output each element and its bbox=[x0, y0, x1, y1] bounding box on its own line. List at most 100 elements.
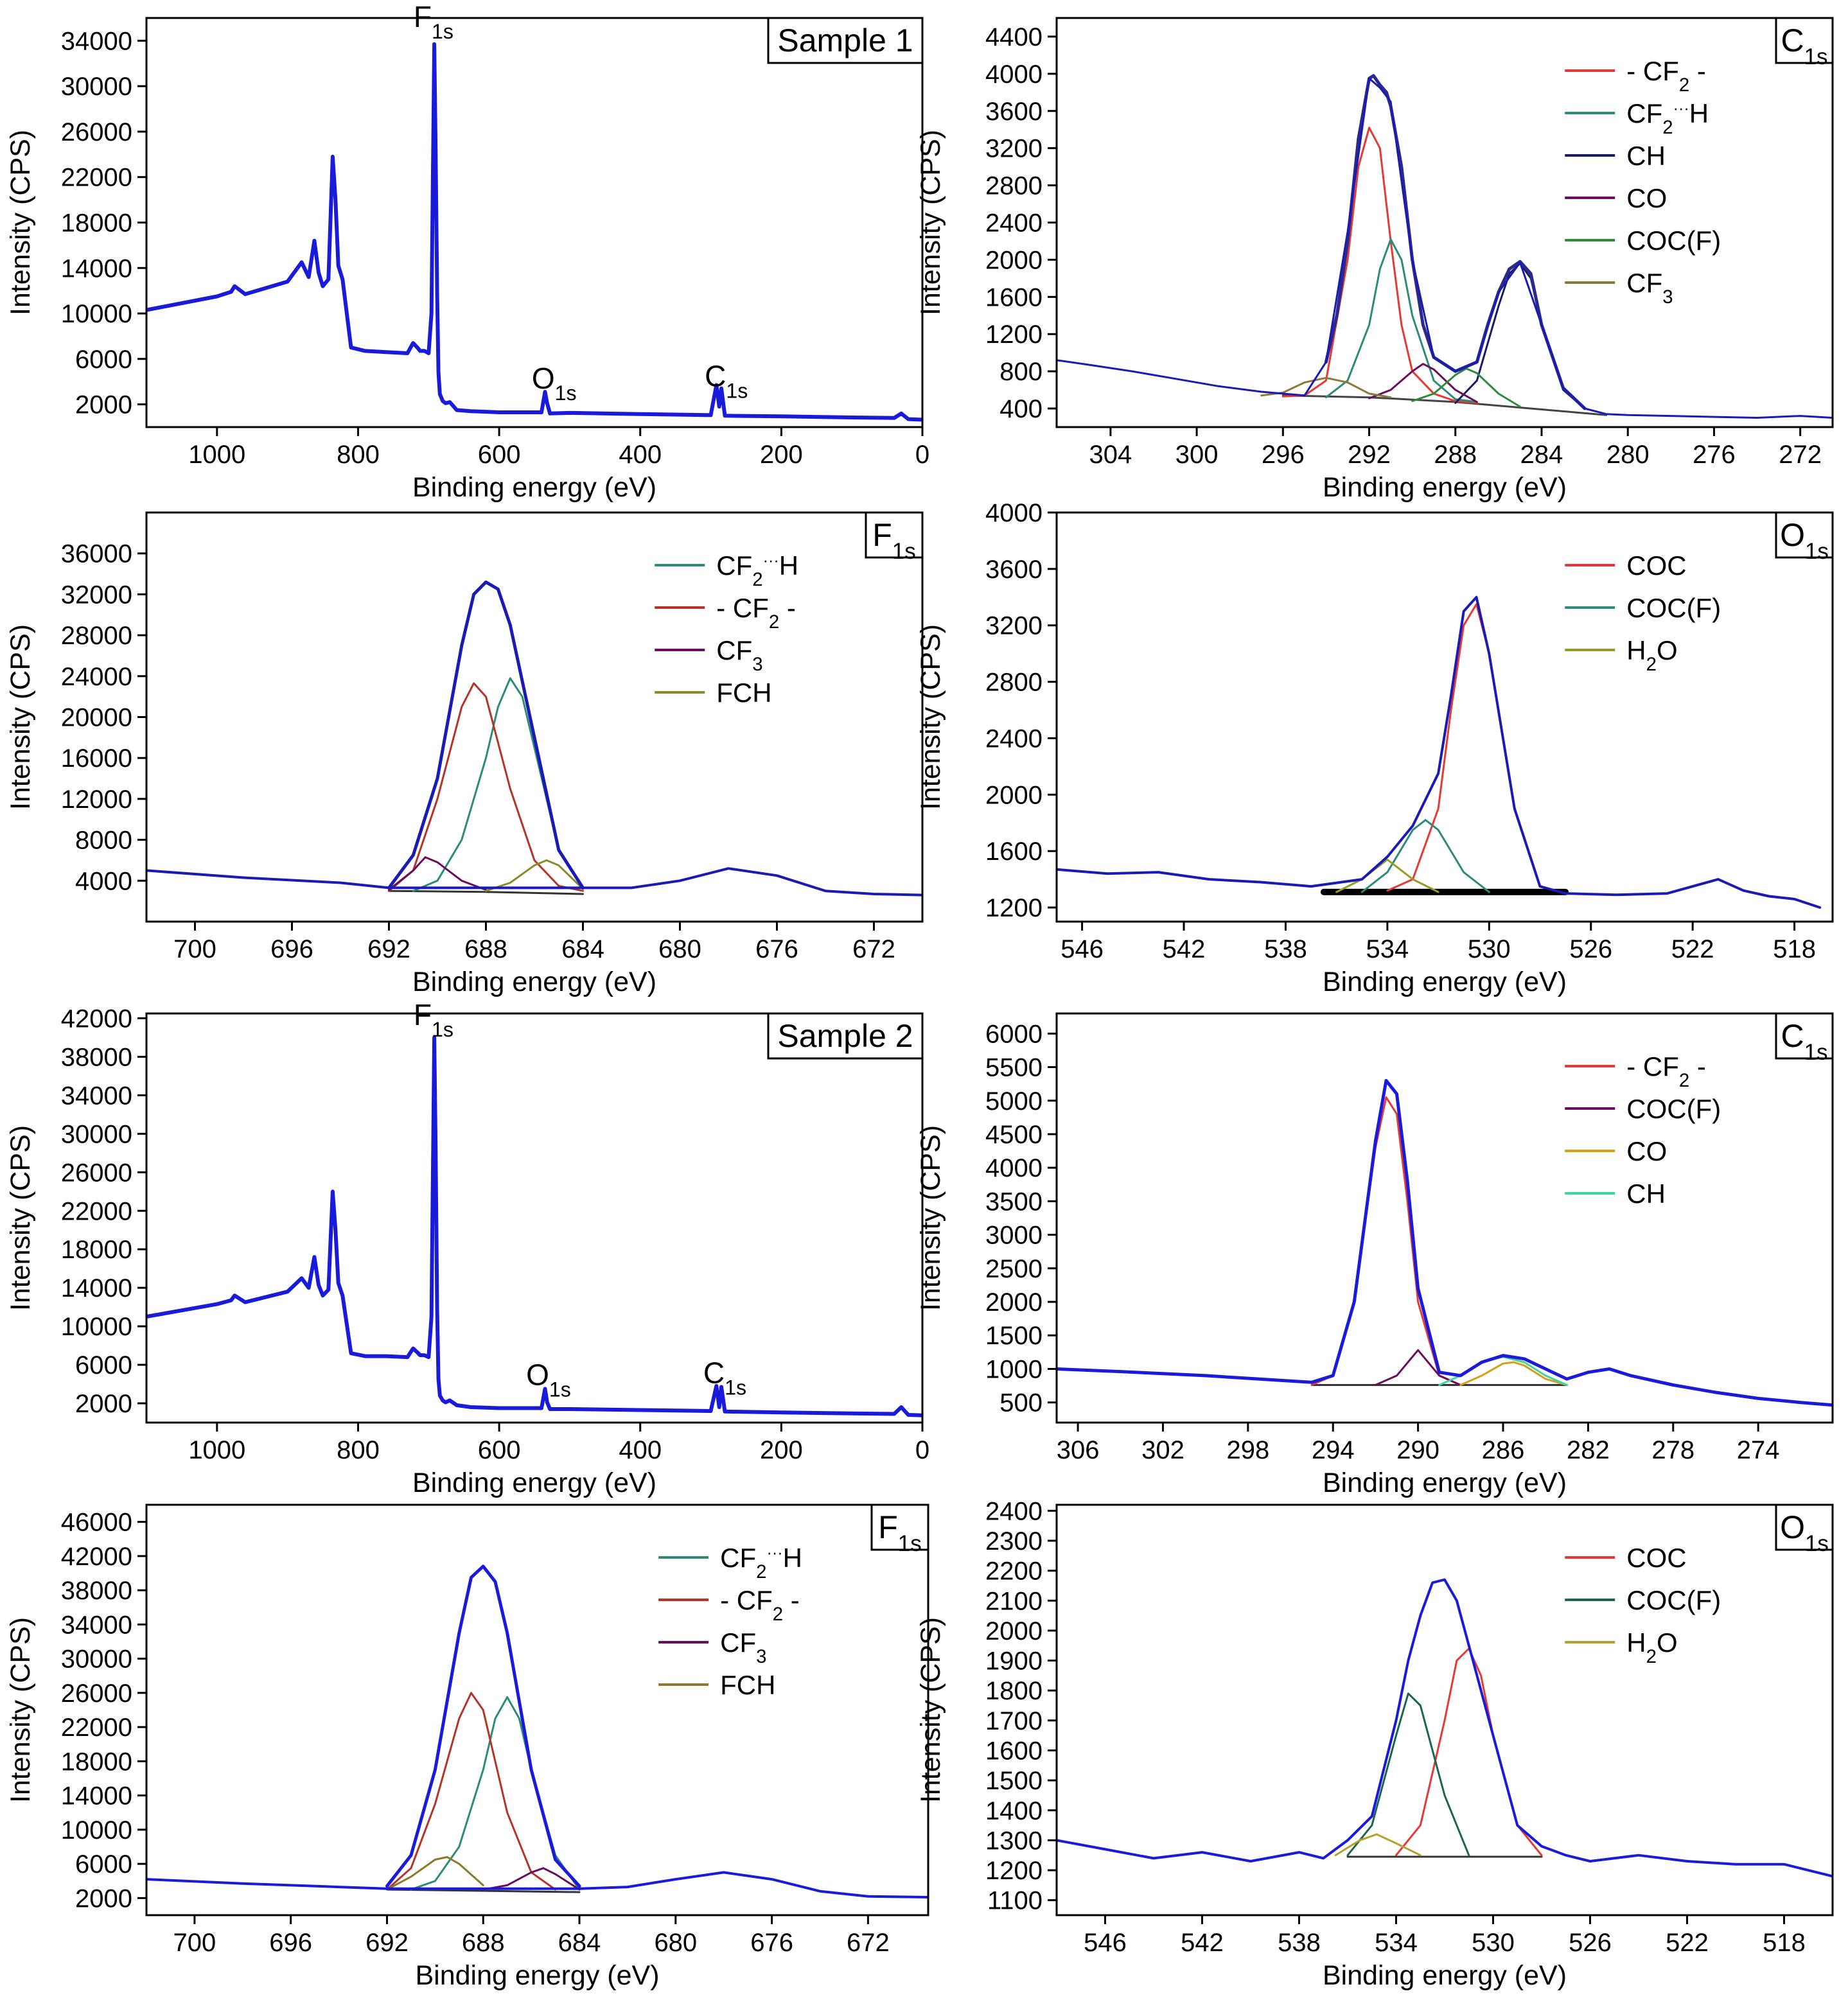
series-line-CF2 bbox=[1310, 1096, 1462, 1386]
legend-label: CO bbox=[1626, 183, 1667, 213]
y-tick-label: 8000 bbox=[75, 827, 132, 855]
series-line-FCH bbox=[485, 859, 584, 892]
y-tick-label: 1200 bbox=[985, 1857, 1043, 1885]
plot-area bbox=[146, 1565, 928, 1898]
y-tick-label: 1700 bbox=[985, 1707, 1043, 1735]
x-axis-label: Binding energy (eV) bbox=[1323, 1468, 1567, 1498]
x-tick-label: 518 bbox=[1763, 1929, 1806, 1957]
chart-s2-c1s: 306 302 298 294 290 286 282 278 274 500 1000 1500 20… bbox=[915, 1012, 1834, 1498]
x-tick-label: 688 bbox=[464, 935, 507, 963]
chart-s2-f1s: 700 696 692 688 684 680 676 672 2000 6000 10000 140… bbox=[5, 1503, 929, 1991]
y-tick-label: 2300 bbox=[985, 1527, 1043, 1556]
y-tick-label: 42000 bbox=[61, 1543, 132, 1571]
y-tick-label: 5500 bbox=[985, 1054, 1043, 1082]
x-tick-label: 700 bbox=[173, 1929, 216, 1957]
x-tick-label: 1000 bbox=[188, 441, 245, 469]
y-tick-label: 2400 bbox=[985, 724, 1043, 753]
y-tick-label: 10000 bbox=[61, 1816, 132, 1845]
x-tick-label: 684 bbox=[558, 1929, 601, 1957]
x-tick-label: 530 bbox=[1472, 1929, 1515, 1957]
panel-tag-box bbox=[865, 511, 924, 559]
y-tick-label: 1400 bbox=[985, 1797, 1043, 1825]
y-tick-label: 38000 bbox=[61, 1043, 132, 1071]
series-line-CF2 bbox=[1281, 127, 1478, 404]
x-tick-label: 672 bbox=[847, 1929, 890, 1957]
x-tick-label: 400 bbox=[619, 441, 662, 469]
y-tick-label: 4000 bbox=[985, 499, 1043, 527]
legend-label: COC(F) bbox=[1626, 1585, 1721, 1615]
panel-tag: C1s bbox=[1781, 1018, 1827, 1065]
series-line-CF3 bbox=[388, 856, 487, 891]
x-tick-label: 300 bbox=[1175, 441, 1219, 469]
y-tick-label: 2500 bbox=[985, 1255, 1043, 1283]
legend-label: CF3 bbox=[720, 1627, 766, 1667]
peak-label: F1s bbox=[414, 0, 453, 43]
y-tick-label: 2000 bbox=[985, 246, 1043, 274]
series-line-CO bbox=[1368, 363, 1478, 403]
plot-area bbox=[1057, 74, 1833, 419]
x-tick-label: 600 bbox=[478, 441, 521, 469]
plot-frame bbox=[1055, 1012, 1834, 1424]
series-line-COC(F) bbox=[1411, 367, 1521, 408]
y-tick-label: 4000 bbox=[985, 60, 1043, 89]
x-tick-label: 298 bbox=[1226, 1436, 1269, 1464]
x-tick-label: 0 bbox=[915, 441, 929, 469]
plot-area bbox=[146, 42, 922, 422]
x-axis-label: Binding energy (eV) bbox=[412, 472, 656, 503]
chart-s1-o1s: 546 542 538 534 530 526 522 518 1200 1600 2000 2400… bbox=[915, 499, 1834, 997]
legend-label: H2O bbox=[1626, 635, 1677, 675]
y-tick-label: 24000 bbox=[61, 663, 132, 691]
y-axis-label: Intensity (CPS) bbox=[5, 1125, 36, 1311]
panel-tag-box bbox=[767, 17, 924, 64]
y-tick-label: 2000 bbox=[985, 1288, 1043, 1317]
x-tick-label: 526 bbox=[1569, 1929, 1612, 1957]
series-line-H2O bbox=[1335, 858, 1439, 893]
y-axis-label: Intensity (CPS) bbox=[5, 1617, 36, 1803]
y-tick-label: 34000 bbox=[61, 1082, 132, 1110]
chart-s2-o1s: 546 542 538 534 530 526 522 518 1100120013001400… bbox=[915, 1497, 1834, 1991]
x-tick-label: 696 bbox=[270, 935, 313, 963]
x-tick-label: 542 bbox=[1181, 1929, 1224, 1957]
y-tick-label: 14000 bbox=[61, 254, 132, 283]
legend: - CF2 -CF2···HCH CO COC(F) CF3 bbox=[1565, 56, 1721, 308]
panel-tag: O1s bbox=[1780, 1509, 1829, 1556]
y-axis-label: Intensity (CPS) bbox=[915, 1617, 946, 1803]
y-axis-label: Intensity (CPS) bbox=[915, 624, 946, 810]
x-tick-label: 692 bbox=[367, 935, 410, 963]
y-axis-label: Intensity (CPS) bbox=[915, 130, 946, 315]
x-tick-label: 200 bbox=[760, 441, 803, 469]
y-tick-label: 46000 bbox=[61, 1509, 132, 1537]
x-axis-label: Binding energy (eV) bbox=[412, 1468, 656, 1498]
y-tick-label: 26000 bbox=[61, 118, 132, 146]
x-axis-label: Binding energy (eV) bbox=[1323, 967, 1567, 997]
y-axis-label: Intensity (CPS) bbox=[5, 130, 36, 315]
legend-label: COC(F) bbox=[1626, 593, 1721, 623]
y-tick-label: 22000 bbox=[61, 1714, 132, 1742]
legend-label: CF3 bbox=[1626, 268, 1673, 308]
series-line-COC bbox=[1395, 1647, 1543, 1857]
y-tick-label: 16000 bbox=[61, 744, 132, 773]
y-tick-label: 800 bbox=[999, 358, 1043, 386]
peak-label: O1s bbox=[526, 1358, 571, 1401]
y-tick-label: 2000 bbox=[75, 391, 132, 419]
series-line-envelope bbox=[385, 1565, 581, 1888]
panel-tag-box bbox=[767, 1012, 924, 1060]
legend-label: CF2···H bbox=[716, 550, 798, 590]
plot-area bbox=[1057, 595, 1822, 909]
legend-label: COC bbox=[1626, 1543, 1686, 1573]
x-tick-label: 538 bbox=[1278, 1929, 1321, 1957]
y-tick-label: 3200 bbox=[985, 135, 1043, 163]
series-line-raw bbox=[146, 867, 922, 897]
series-line-baseline bbox=[1281, 394, 1608, 416]
plot-frame bbox=[145, 1012, 924, 1424]
panel-tag: Sample 1 bbox=[777, 22, 913, 58]
y-tick-label: 4000 bbox=[985, 1154, 1043, 1182]
y-axis-label: Intensity (CPS) bbox=[915, 1125, 946, 1311]
x-tick-label: 0 bbox=[915, 1436, 929, 1464]
legend-label: COC(F) bbox=[1626, 1094, 1721, 1124]
series-line-raw bbox=[1057, 1078, 1833, 1407]
x-tick-label: 534 bbox=[1366, 935, 1409, 963]
x-axis-label: Binding energy (eV) bbox=[412, 967, 656, 997]
